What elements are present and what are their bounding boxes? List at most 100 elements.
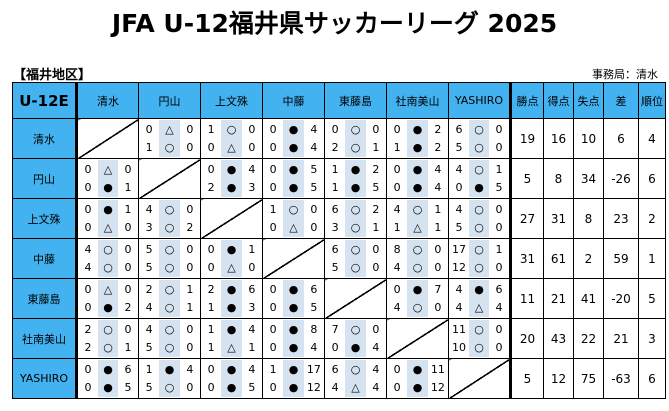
- match-game: 1 ● 2: [387, 138, 448, 157]
- match-game: 2 ● 3: [201, 178, 262, 197]
- opponent-score: 4: [248, 362, 256, 376]
- team-row: 清水 0 △ 0 1 ○ 0 1 ○ 0 0 △ 0 0 ● 4 0 ● 4 0 ○ 0 2 ○ 1 0 ● 2 1 ● 2 6 ○ 0 5 ○ 0 19…: [12, 118, 666, 159]
- match-game: 8 ○ 0: [387, 240, 448, 259]
- opponent-score: 0: [495, 221, 503, 235]
- own-score: 4: [331, 381, 339, 395]
- match-game: 4 ○ 0: [449, 200, 509, 219]
- own-score: 4: [455, 162, 463, 176]
- match-cell: 0 ● 7 4 ○ 0: [386, 278, 449, 319]
- result-mark: ●: [345, 338, 366, 357]
- result-mark: △: [221, 258, 242, 277]
- result-mark: ●: [407, 378, 428, 397]
- opponent-score: 1: [186, 301, 194, 315]
- match-game: 2 ○ 1: [78, 338, 138, 357]
- match-game: 0 ● 5: [201, 378, 262, 397]
- match-cell: 6 ○ 2 3 ○ 1: [324, 198, 387, 239]
- own-score: 0: [84, 162, 92, 176]
- result-mark: △: [469, 298, 489, 317]
- match-results: 4 ○ 1 0 ● 5: [449, 160, 509, 197]
- own-score: 0: [331, 122, 339, 136]
- match-game: 0 ● 6: [78, 360, 138, 379]
- opponent-score: 4: [434, 162, 442, 176]
- own-score: 0: [393, 362, 401, 376]
- match-results: 2 ● 6 1 ● 3: [201, 280, 262, 317]
- self-match-cell: [448, 358, 511, 399]
- match-game: 4 ○ 0: [139, 200, 200, 219]
- result-mark: △: [407, 218, 428, 237]
- match-game: 6 ○ 4: [325, 360, 386, 379]
- opponent-score: 0: [186, 341, 194, 355]
- self-match-cell: [200, 198, 263, 239]
- col-head-goals-for: 得点: [543, 82, 574, 119]
- own-score: 4: [145, 322, 153, 336]
- opponent-score: 5: [310, 162, 318, 176]
- result-mark: ●: [407, 280, 428, 299]
- match-cell: 0 ● 2 1 ● 2: [386, 118, 449, 159]
- match-game: 0 ● 4: [263, 338, 324, 357]
- opponent-score: 0: [310, 221, 318, 235]
- match-results: 1 ○ 0 0 △ 0: [263, 200, 324, 237]
- match-cell: 2 ○ 1 4 ○ 1: [138, 278, 201, 319]
- match-results: 0 ● 4 0 ● 4: [387, 160, 448, 197]
- match-results: 4 ○ 0 4 ○ 0: [78, 240, 138, 277]
- result-mark: ○: [407, 258, 428, 277]
- own-score: 0: [393, 122, 401, 136]
- self-match-cell: [262, 238, 325, 279]
- result-mark: ○: [98, 240, 118, 259]
- match-game: 11 ○ 0: [449, 320, 509, 339]
- match-game: 1 ● 17: [263, 360, 324, 379]
- own-score: 0: [207, 141, 215, 155]
- opponent-score: 1: [434, 221, 442, 235]
- opponent-score: 5: [124, 381, 132, 395]
- result-mark: ○: [283, 200, 304, 219]
- match-cell: 1 ○ 0 0 △ 0: [262, 198, 325, 239]
- own-score: 0: [269, 181, 277, 195]
- match-cell: 6 ○ 4 4 △ 4: [324, 358, 387, 399]
- goal-diff-value: 23: [603, 198, 639, 239]
- result-mark: ●: [283, 120, 304, 139]
- match-game: 1 ● 2: [325, 160, 386, 179]
- result-mark: ○: [407, 298, 428, 317]
- match-game: 0 ● 4: [387, 178, 448, 197]
- opponent-score: 4: [186, 362, 194, 376]
- own-score: 0: [84, 181, 92, 195]
- opponent-score: 1: [124, 202, 132, 216]
- result-mark: △: [283, 218, 304, 237]
- opponent-score: 4: [310, 122, 318, 136]
- result-mark: △: [98, 160, 118, 179]
- goals-for-value: 12: [543, 358, 574, 399]
- opponent-score: 0: [434, 242, 442, 256]
- result-mark: ●: [283, 138, 304, 157]
- match-game: 4 △ 4: [325, 378, 386, 397]
- team-row: 社南美山 2 ○ 0 2 ○ 1 4 ○ 0 5 ○ 0 1 ● 4 1 △ 1 0 ● 8 0 ● 4 7 ○ 0 0 ● 4 11 ○ 0 10…: [12, 318, 666, 359]
- result-mark: ●: [407, 120, 428, 139]
- opponent-score: 3: [248, 181, 256, 195]
- match-cell: 0 ● 11 0 ● 12: [386, 358, 449, 399]
- result-mark: △: [98, 280, 118, 299]
- opponent-score: 0: [495, 322, 503, 336]
- own-score: 1: [145, 141, 153, 155]
- own-score: 1: [207, 341, 215, 355]
- rank-value: 3: [638, 318, 666, 359]
- col-head-points: 勝点: [509, 82, 544, 119]
- result-mark: ●: [407, 160, 428, 179]
- match-game: 0 ● 4: [325, 338, 386, 357]
- own-score: 0: [84, 381, 92, 395]
- own-score: 4: [84, 242, 92, 256]
- opponent-score: 4: [248, 322, 256, 336]
- match-cell: 0 △ 0 0 ● 2: [76, 278, 139, 319]
- goals-for-value: 21: [543, 278, 574, 319]
- match-game: 0 ● 1: [201, 240, 262, 259]
- match-game: 0 ● 4: [201, 360, 262, 379]
- opponent-score: 0: [124, 261, 132, 275]
- rank-value: 6: [638, 358, 666, 399]
- own-score: 0: [207, 381, 215, 395]
- match-cell: 2 ○ 0 2 ○ 1: [76, 318, 139, 359]
- match-results: 0 ● 1 0 △ 0: [201, 240, 262, 277]
- team-row: 円山 0 △ 0 0 ● 1 0 ● 4 2 ● 3 0 ● 5 0 ● 5 1 ● 2 1 ● 5 0 ● 4 0 ● 4 4 ○ 1 0 ● 5 5 8…: [12, 158, 666, 199]
- match-results: 0 ● 8 0 ● 4: [263, 320, 324, 357]
- own-score: 5: [331, 261, 339, 275]
- match-game: 0 △ 0: [78, 160, 138, 179]
- own-score: 0: [269, 381, 277, 395]
- own-score: 4: [393, 301, 401, 315]
